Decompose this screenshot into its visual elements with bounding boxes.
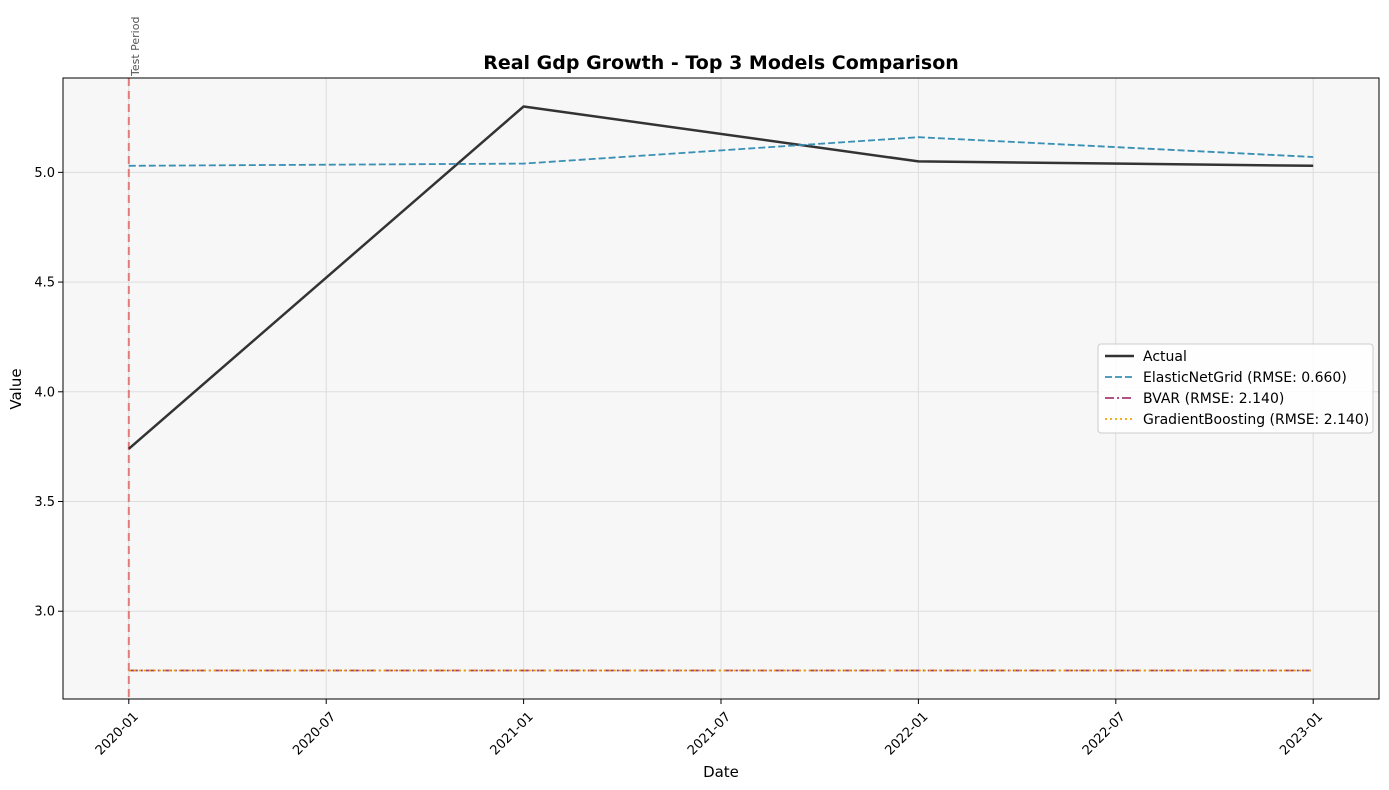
x-tick-label: 2022-01 — [882, 709, 931, 758]
series-line-1 — [128, 136, 1314, 167]
y-tick-label: 5.0 — [34, 166, 55, 181]
y-axis-title: Value — [7, 368, 25, 409]
series-line-0 — [127, 105, 1314, 450]
chart-title: Real Gdp Growth - Top 3 Models Compariso… — [483, 52, 959, 74]
test-period-label: Test Period — [129, 17, 142, 77]
x-axis: 2020-01 2020-07 2021-01 2021-07 2022-01 2022-… — [93, 699, 1326, 758]
y-tick-label: 3.5 — [34, 495, 55, 510]
x-tick-label: 2021-01 — [488, 709, 537, 758]
legend: Actual ElasticNetGrid (RMSE: 0.660) BVAR (… — [1097, 343, 1374, 434]
x-tick-label: 2020-07 — [290, 709, 339, 758]
y-tick-label: 4.5 — [34, 276, 55, 291]
x-tick-label: 2021-07 — [685, 709, 734, 758]
legend-label: GradientBoosting (RMSE: 2.140) — [1143, 412, 1369, 428]
x-tick-label: 2023-01 — [1277, 709, 1326, 758]
legend-label: BVAR (RMSE: 2.140) — [1143, 391, 1284, 407]
test-period-marker: Test Period — [127, 17, 142, 699]
legend-label: Actual — [1143, 349, 1187, 365]
y-tick-label: 3.0 — [34, 605, 55, 620]
x-tick-label: 2020-01 — [93, 709, 142, 758]
y-axis: 3.0 3.5 4.0 4.5 5.0 — [34, 166, 63, 620]
series-lines — [127, 105, 1314, 672]
legend-label: ElasticNetGrid (RMSE: 0.660) — [1143, 370, 1347, 386]
legend-box — [1097, 343, 1374, 434]
y-tick-label: 4.0 — [34, 385, 55, 400]
x-axis-title: Date — [703, 763, 739, 781]
x-tick-label: 2022-07 — [1080, 709, 1129, 758]
